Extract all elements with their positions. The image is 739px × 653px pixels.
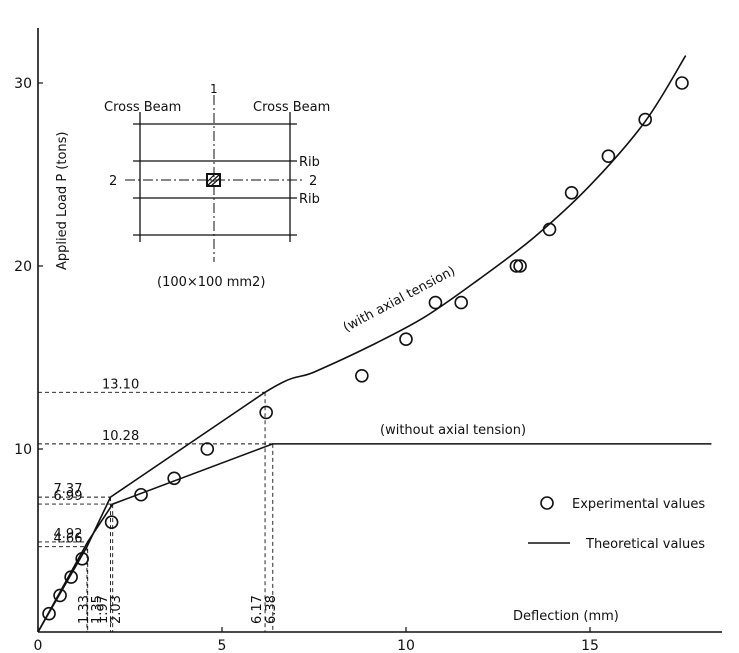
y-tick-label: 30	[14, 76, 32, 92]
experimental-point	[513, 259, 527, 273]
inset-rib-bottom-label: Rib	[299, 192, 320, 207]
legend-label-experimental: Experimental values	[572, 497, 705, 512]
legend-label-theoretical: Theoretical values	[585, 537, 705, 552]
ref-y-value-label: 10.28	[102, 429, 139, 444]
experimental-point	[509, 259, 524, 273]
ref-y-value-label: 13.10	[102, 377, 139, 392]
experimental-point	[564, 186, 579, 200]
inset-plan-diagram: Cross Beam Cross Beam Rib Rib 1 2 2 (100…	[104, 82, 330, 290]
inset-cross-beam-left-label: Cross Beam	[104, 100, 181, 115]
y-axis-label: Applied Load P (tons)	[55, 132, 70, 271]
inset-loaded-square	[206, 173, 221, 187]
x-axis-label: Deflection (mm)	[513, 609, 619, 624]
experimental-point	[355, 368, 369, 383]
experimental-point	[42, 606, 56, 621]
inset-cross-beam-right-label: Cross Beam	[253, 100, 330, 115]
x-tick-label: 10	[397, 638, 415, 653]
ref-y-value-label: 4.92	[54, 527, 83, 542]
experimental-point	[259, 405, 273, 420]
curve-without-axial-tension	[37, 443, 712, 633]
legend: Experimental values Theoretical values	[528, 496, 705, 552]
inset-section-right-label: 2	[309, 174, 317, 189]
experimental-point	[601, 149, 616, 163]
ref-x-value-label: 2.03	[109, 595, 124, 624]
axes: 0 5 10 15 10 20 30	[14, 28, 722, 653]
experimental-points	[42, 76, 689, 621]
inset-axis-top-label: 1	[210, 82, 218, 96]
inset-section-left-label: 2	[109, 174, 117, 189]
theoretical-curves	[37, 55, 712, 633]
curve-label-without-tension: (without axial tension)	[380, 423, 526, 438]
experimental-point	[454, 295, 469, 310]
ref-x-value-label: 1.33	[77, 595, 92, 624]
ref-y-value-label: 4.66	[54, 532, 83, 547]
x-tick-label: 15	[581, 638, 599, 653]
experimental-point	[200, 442, 215, 456]
experimental-point	[428, 295, 443, 310]
experimental-point	[75, 551, 89, 566]
experimental-point	[675, 76, 689, 90]
x-tick-label: 5	[218, 638, 227, 653]
experimental-point	[542, 222, 557, 237]
experimental-point	[134, 487, 148, 502]
curve-with-axial-tension	[37, 55, 687, 633]
experimental-point	[638, 112, 653, 127]
inset-caption: (100×100 mm2)	[157, 275, 265, 290]
y-tick-label: 20	[14, 259, 32, 275]
inset-loaded-square-hatch	[206, 173, 221, 187]
x-tick-label: 0	[34, 638, 43, 653]
inset-rib-top-label: Rib	[299, 155, 320, 170]
reference-lines: 13.10 6.17 10.28 6.38 7.37 1.97 6.99 2.03 4.92 1.…	[38, 377, 279, 632]
y-tick-label: 10	[14, 442, 32, 458]
legend-marker-experimental	[540, 496, 554, 510]
experimental-point	[53, 588, 67, 603]
ref-y-value-label: 7.37	[54, 482, 83, 497]
ref-x-value-label: 1.35	[90, 595, 105, 624]
experimental-point	[399, 332, 413, 347]
ref-x-value-label: 6.17	[250, 595, 265, 624]
ref-x-value-label: 6.38	[264, 595, 279, 624]
ref-y-value-label: 6.99	[54, 489, 83, 504]
experimental-point	[104, 515, 119, 530]
ref-x-value-label: 1.97	[96, 595, 111, 624]
experimental-point	[64, 570, 78, 584]
experimental-point	[167, 471, 181, 486]
